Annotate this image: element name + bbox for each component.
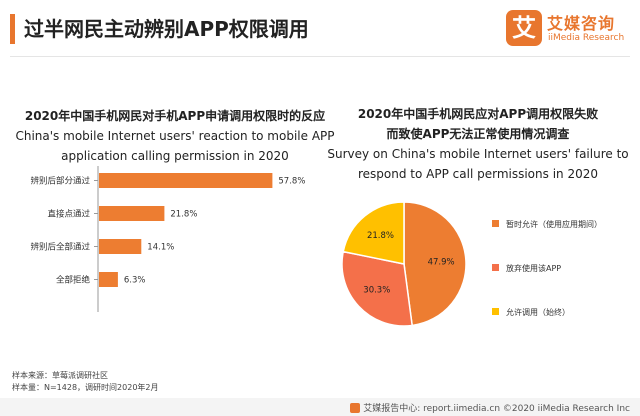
pie-slice	[341, 250, 413, 327]
pie-chart: 47.9% 30.3% 21.8%	[341, 201, 467, 327]
iimedia-logo: 艾 艾媒咨询 iiMedia Research	[506, 10, 632, 48]
pie-slice	[342, 201, 405, 265]
legend-label-1: 暂时允许（使用应用期间）	[506, 220, 602, 229]
report-center-icon	[350, 402, 361, 413]
legend-swatch-2	[492, 264, 499, 271]
bar-value-label: 57.8%	[278, 177, 305, 187]
bar-category-label: 全部拒绝	[56, 275, 91, 286]
bar-chart-subtitle-line-1: China's mobile Internet users' reaction …	[15, 129, 335, 143]
logo-name-en: iiMedia Research	[548, 33, 625, 43]
bar-category-label: 辨别后全部通过	[30, 242, 90, 253]
bar-value-label: 6.3%	[124, 276, 146, 286]
pie-chart-subtitle-line-1: Survey on China's mobile Internet users'…	[327, 147, 629, 161]
legend-item-3: 允许调用（始终）	[492, 306, 570, 320]
bar-chart-title-block: 2020年中国手机网民对手机APP申请调用权限时的反应 China's mobi…	[0, 106, 350, 166]
bar	[99, 272, 118, 287]
pie-slice-label: 30.3%	[363, 285, 390, 295]
footer-bar: 艾媒报告中心: report.iimedia.cn ©2020 iiMedia …	[0, 398, 640, 416]
pie-chart-title-line-2: 而致使APP无法正常使用情况调查	[386, 127, 570, 141]
legend-label-3: 允许调用（始终）	[506, 308, 570, 317]
legend-swatch-3	[492, 308, 499, 315]
pie-chart-title-line-1: 2020年中国手机网民应对APP调用权限失败	[357, 107, 599, 121]
bar-chart: 辨别后部分通过 57.8% 直接点通过 21.8% 辨别后全部通过 14.1% 全部拒绝 6.…	[30, 166, 305, 312]
bar-value-label: 21.8%	[170, 210, 197, 220]
footer-text-wrap: 艾媒报告中心: report.iimedia.cn ©2020 iiMedia …	[350, 401, 630, 414]
bar-category-label: 直接点通过	[47, 209, 90, 220]
legend-item-2: 放弃使用该APP	[492, 262, 561, 276]
legend-swatch-1	[492, 220, 499, 227]
logo-name-cn: 艾媒咨询	[547, 14, 616, 33]
header-divider	[10, 56, 630, 57]
bar	[99, 173, 273, 188]
pie-chart-subtitle-line-2: respond to APP call permissions in 2020	[358, 167, 598, 181]
bar-chart-subtitle-line-2: application calling permission in 2020	[61, 149, 289, 163]
page-title: 过半网民主动辨别APP权限调用	[24, 17, 309, 41]
pie-slice	[403, 201, 467, 327]
bar	[99, 206, 165, 221]
pie-slice-label: 21.8%	[367, 231, 394, 241]
iimedia-logo-icon: 艾	[506, 10, 542, 46]
header-accent-bar	[10, 14, 15, 44]
bar-category-label: 辨别后部分通过	[30, 176, 90, 187]
sample-size: 样本量：N=1428，调研时间2020年2月	[12, 383, 159, 392]
sample-source: 样本来源：草莓派调研社区	[12, 371, 108, 380]
bar-value-label: 14.1%	[147, 243, 174, 253]
pie-slice-label: 47.9%	[428, 258, 455, 268]
pie-chart-title-block: 2020年中国手机网民应对APP调用权限失败 而致使APP无法正常使用情况调查 …	[322, 104, 634, 184]
bar	[99, 239, 142, 254]
legend-item-1: 暂时允许（使用应用期间）	[492, 218, 602, 232]
legend-label-2: 放弃使用该APP	[506, 264, 562, 273]
bar-chart-title: 2020年中国手机网民对手机APP申请调用权限时的反应	[24, 109, 326, 123]
footer-text: 艾媒报告中心: report.iimedia.cn ©2020 iiMedia …	[363, 404, 630, 414]
